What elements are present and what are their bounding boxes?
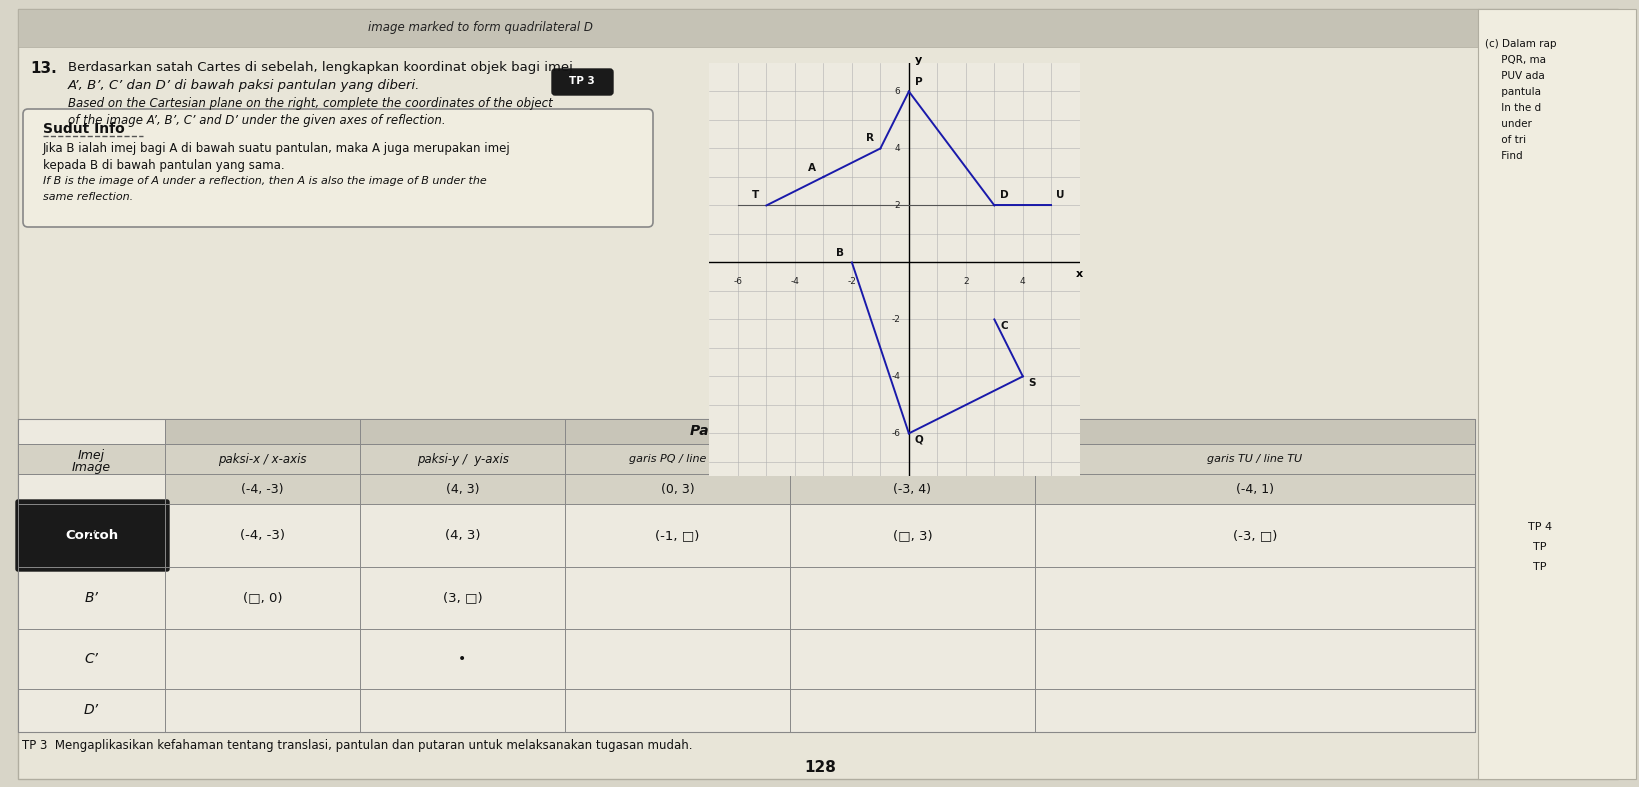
Text: 2: 2 — [962, 277, 969, 286]
Text: (-4, 1): (-4, 1) — [1236, 482, 1274, 496]
Text: D’: D’ — [84, 704, 98, 718]
Text: -2: -2 — [847, 277, 856, 286]
Text: TP 3  Mengaplikasikan kefahaman tentang translasi, pantulan dan putaran untuk me: TP 3 Mengaplikasikan kefahaman tentang t… — [21, 738, 692, 752]
Text: Image: Image — [72, 460, 111, 474]
FancyBboxPatch shape — [18, 9, 1618, 779]
Text: D: D — [1000, 190, 1008, 200]
Text: PQR, ma: PQR, ma — [1483, 55, 1546, 65]
Text: garis TU / line TU: garis TU / line TU — [1206, 454, 1301, 464]
Text: TP 4: TP 4 — [1528, 522, 1550, 532]
Text: TP 3: TP 3 — [569, 76, 595, 86]
FancyBboxPatch shape — [23, 109, 652, 227]
Text: (3, □): (3, □) — [443, 592, 482, 604]
Text: (0, 3): (0, 3) — [661, 482, 693, 496]
Text: (-3, 4): (-3, 4) — [893, 482, 931, 496]
Text: S: S — [1028, 378, 1036, 388]
Text: of the image A’, B’, C’ and D’ under the given axes of reflection.: of the image A’, B’, C’ and D’ under the… — [67, 114, 446, 127]
Text: garis RS  / line RS: garis RS / line RS — [862, 454, 960, 464]
Text: T: T — [752, 190, 759, 200]
Text: •: • — [457, 652, 467, 666]
FancyBboxPatch shape — [1477, 9, 1636, 779]
Text: (-3, □): (-3, □) — [1233, 529, 1277, 542]
Text: In the d: In the d — [1483, 103, 1541, 113]
Text: TP: TP — [1532, 542, 1546, 552]
Text: C’: C’ — [85, 652, 98, 666]
Text: of tri: of tri — [1483, 135, 1526, 145]
Text: (c) Dalam rap: (c) Dalam rap — [1483, 39, 1555, 49]
Text: If B is the image of A under a reflection, then A is also the image of B under t: If B is the image of A under a reflectio… — [43, 176, 487, 186]
Text: Pantulan pada / Reflection on the: Pantulan pada / Reflection on the — [690, 424, 949, 438]
Text: Contoh: Contoh — [66, 529, 118, 542]
Text: A’, B’, C’ dan D’ di bawah paksi pantulan yang diberi.: A’, B’, C’ dan D’ di bawah paksi pantula… — [67, 79, 420, 92]
Text: Q: Q — [915, 434, 923, 445]
Text: Berdasarkan satah Cartes di sebelah, lengkapkan koordinat objek bagi imej: Berdasarkan satah Cartes di sebelah, len… — [67, 61, 572, 74]
Text: C: C — [1000, 321, 1006, 331]
Text: pantula: pantula — [1483, 87, 1541, 97]
FancyBboxPatch shape — [552, 69, 613, 95]
Text: (-4, -3): (-4, -3) — [239, 529, 285, 542]
Text: garis PQ / line PQ: garis PQ / line PQ — [629, 454, 724, 464]
Text: -4: -4 — [892, 372, 900, 381]
Text: (□, 3): (□, 3) — [892, 529, 931, 542]
Text: same reflection.: same reflection. — [43, 192, 133, 202]
Text: P: P — [915, 77, 921, 87]
Text: B’: B’ — [85, 591, 98, 605]
Text: PUV ada: PUV ada — [1483, 71, 1544, 81]
Text: TP: TP — [1532, 562, 1546, 572]
Text: paksi-y /  y-axis: paksi-y / y-axis — [416, 453, 508, 465]
Text: 13.: 13. — [30, 61, 57, 76]
Text: paksi-x / x-axis: paksi-x / x-axis — [218, 453, 306, 465]
Text: 128: 128 — [803, 759, 836, 774]
Text: image marked to form quadrilateral D: image marked to form quadrilateral D — [367, 21, 592, 35]
FancyBboxPatch shape — [166, 474, 1473, 504]
Text: Imej: Imej — [79, 449, 105, 461]
Text: 6: 6 — [893, 87, 900, 96]
Text: U: U — [1056, 190, 1064, 200]
FancyBboxPatch shape — [166, 419, 1473, 444]
Text: R: R — [865, 133, 874, 142]
Text: y: y — [915, 55, 921, 65]
Text: -6: -6 — [733, 277, 742, 286]
Text: A: A — [808, 163, 815, 172]
Text: Based on the Cartesian plane on the right, complete the coordinates of the objec: Based on the Cartesian plane on the righ… — [67, 97, 552, 110]
Text: (-1, □): (-1, □) — [656, 529, 700, 542]
Text: Find: Find — [1483, 151, 1521, 161]
Text: kepada B di bawah pantulan yang sama.: kepada B di bawah pantulan yang sama. — [43, 159, 285, 172]
Text: (4, 3): (4, 3) — [444, 529, 480, 542]
Text: Sudut Info: Sudut Info — [43, 122, 125, 136]
Text: -6: -6 — [890, 429, 900, 438]
Text: Jika B ialah imej bagi A di bawah suatu pantulan, maka A juga merupakan imej: Jika B ialah imej bagi A di bawah suatu … — [43, 142, 510, 155]
FancyBboxPatch shape — [18, 419, 1473, 732]
Text: 4: 4 — [1019, 277, 1024, 286]
Text: (-4, -3): (-4, -3) — [241, 482, 284, 496]
Text: (□, 0): (□, 0) — [243, 592, 282, 604]
Text: under: under — [1483, 119, 1531, 129]
Text: (4, 3): (4, 3) — [446, 482, 479, 496]
Text: B: B — [836, 248, 844, 258]
Text: 2: 2 — [895, 201, 900, 210]
FancyBboxPatch shape — [18, 9, 1618, 47]
Text: 4: 4 — [895, 144, 900, 153]
Text: -2: -2 — [892, 315, 900, 324]
FancyBboxPatch shape — [18, 444, 1473, 474]
Text: -4: -4 — [790, 277, 798, 286]
Text: A’: A’ — [85, 529, 97, 542]
FancyBboxPatch shape — [16, 500, 169, 571]
Text: x: x — [1075, 268, 1083, 279]
